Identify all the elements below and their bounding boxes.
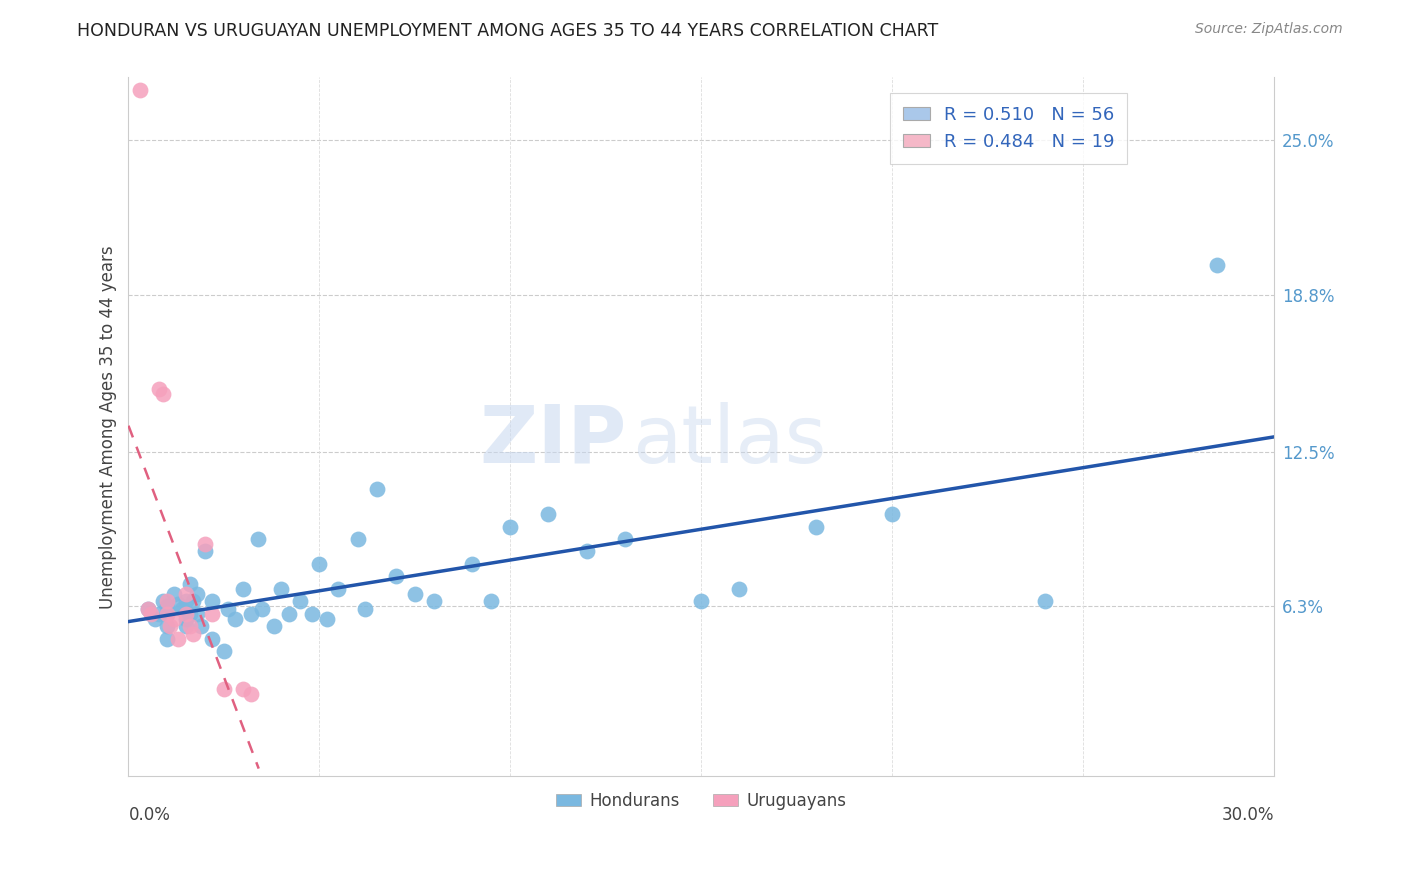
- Point: [212, 681, 235, 696]
- Point: [404, 587, 426, 601]
- Point: [461, 557, 484, 571]
- Point: [479, 594, 502, 608]
- Point: [201, 632, 224, 646]
- Point: [174, 607, 197, 621]
- Point: [232, 681, 254, 696]
- Point: [183, 594, 205, 608]
- Point: [239, 687, 262, 701]
- Point: [156, 632, 179, 646]
- Point: [136, 602, 159, 616]
- Point: [217, 602, 239, 616]
- Point: [148, 607, 170, 621]
- Point: [156, 607, 179, 621]
- Point: [190, 619, 212, 633]
- Point: [186, 587, 208, 601]
- Point: [163, 612, 186, 626]
- Point: [148, 382, 170, 396]
- Point: [174, 587, 197, 601]
- Point: [179, 577, 201, 591]
- Text: ZIP: ZIP: [479, 401, 627, 480]
- Point: [156, 599, 179, 614]
- Point: [277, 607, 299, 621]
- Point: [354, 602, 377, 616]
- Point: [263, 619, 285, 633]
- Text: Source: ZipAtlas.com: Source: ZipAtlas.com: [1195, 22, 1343, 37]
- Point: [159, 619, 181, 633]
- Point: [156, 607, 179, 621]
- Point: [804, 519, 827, 533]
- Point: [179, 607, 201, 621]
- Point: [537, 507, 560, 521]
- Point: [728, 582, 751, 596]
- Point: [194, 537, 217, 551]
- Point: [174, 619, 197, 633]
- Point: [308, 557, 330, 571]
- Point: [129, 83, 152, 97]
- Point: [174, 612, 197, 626]
- Point: [174, 594, 197, 608]
- Y-axis label: Unemployment Among Ages 35 to 44 years: Unemployment Among Ages 35 to 44 years: [100, 245, 117, 608]
- Text: HONDURAN VS URUGUAYAN UNEMPLOYMENT AMONG AGES 35 TO 44 YEARS CORRELATION CHART: HONDURAN VS URUGUAYAN UNEMPLOYMENT AMONG…: [77, 22, 939, 40]
- Point: [499, 519, 522, 533]
- Text: 30.0%: 30.0%: [1222, 806, 1274, 824]
- Text: 0.0%: 0.0%: [128, 806, 170, 824]
- Point: [143, 612, 166, 626]
- Point: [183, 627, 205, 641]
- Point: [163, 587, 186, 601]
- Point: [201, 594, 224, 608]
- Point: [179, 619, 201, 633]
- Point: [250, 602, 273, 616]
- Point: [156, 619, 179, 633]
- Point: [156, 594, 179, 608]
- Point: [384, 569, 406, 583]
- Point: [152, 594, 174, 608]
- Point: [194, 544, 217, 558]
- Legend: Hondurans, Uruguayans: Hondurans, Uruguayans: [550, 785, 853, 816]
- Point: [232, 582, 254, 596]
- Point: [247, 532, 270, 546]
- Text: atlas: atlas: [633, 401, 827, 480]
- Point: [239, 607, 262, 621]
- Point: [1205, 258, 1227, 272]
- Point: [167, 632, 190, 646]
- Point: [270, 582, 292, 596]
- Point: [575, 544, 598, 558]
- Point: [212, 644, 235, 658]
- Point: [186, 607, 208, 621]
- Point: [690, 594, 713, 608]
- Point: [301, 607, 323, 621]
- Point: [423, 594, 446, 608]
- Point: [366, 482, 388, 496]
- Point: [316, 612, 339, 626]
- Point: [613, 532, 636, 546]
- Point: [136, 602, 159, 616]
- Point: [224, 612, 246, 626]
- Point: [201, 607, 224, 621]
- Point: [880, 507, 903, 521]
- Point: [1033, 594, 1056, 608]
- Point: [328, 582, 350, 596]
- Point: [152, 387, 174, 401]
- Point: [141, 607, 163, 621]
- Point: [167, 597, 190, 611]
- Point: [346, 532, 368, 546]
- Point: [170, 602, 193, 616]
- Point: [290, 594, 312, 608]
